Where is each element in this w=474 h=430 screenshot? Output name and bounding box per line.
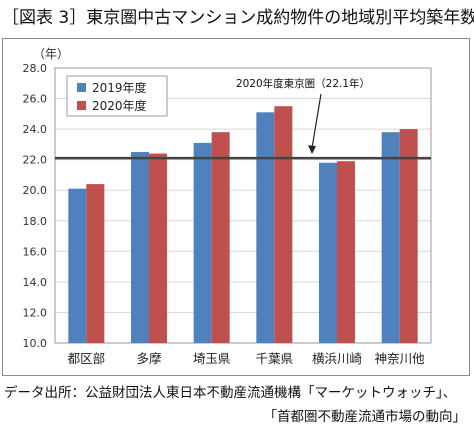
plot-area [54, 67, 432, 344]
legend-swatch-1 [77, 101, 86, 110]
y-tick-label-3: 16.0 [23, 245, 48, 258]
bar-2019-3 [256, 112, 275, 343]
legend-swatch-0 [77, 83, 86, 92]
y-tick-label-6: 22.0 [23, 154, 48, 167]
bar-2019-2 [193, 142, 212, 343]
x-tick-label-3: 千葉県 [256, 351, 294, 366]
bar-2019-0 [68, 188, 87, 343]
reference-arrow-head [308, 145, 316, 155]
x-tick-label-1: 多摩 [136, 351, 162, 366]
x-tick-label-5: 神奈川他 [375, 351, 426, 366]
y-tick-label-0: 10.0 [23, 337, 48, 350]
reference-arrow-shaft [311, 93, 322, 149]
bar-2020-1 [149, 153, 167, 343]
y-axis-unit-label: （年） [33, 47, 69, 61]
y-tick-label-4: 18.0 [23, 215, 48, 228]
y-tick-label-7: 24.0 [23, 123, 48, 136]
bar-2020-0 [86, 184, 105, 343]
bar-2019-5 [381, 132, 400, 343]
y-tick-label-2: 14.0 [23, 276, 48, 289]
chart-frame: 10.0 12.0 14.0 16.0 18.0 20.0 22.0 24.0 26.0 28.0… [2, 38, 470, 376]
legend-label-0: 2019年度 [92, 80, 147, 95]
y-tick-label-5: 20.0 [23, 184, 48, 197]
y-tick-label-1: 12.0 [23, 306, 48, 319]
source-note-line1: データ出所：公益財団法人東日本不動産流通機構「マーケットウォッチ」、 [4, 385, 457, 401]
reference-line-label: 2020年度東京圏（22.1年） [236, 77, 370, 90]
bar-2019-4 [319, 162, 337, 343]
y-tick-label-9: 28.0 [23, 62, 48, 75]
bar-2020-4 [337, 161, 355, 343]
x-tick-label-2: 埼玉県 [193, 351, 231, 366]
bar-2020-2 [211, 132, 230, 343]
bar-2019-1 [131, 152, 149, 343]
bar-chart: 10.0 12.0 14.0 16.0 18.0 20.0 22.0 24.0 26.0 28.0… [23, 47, 432, 366]
bar-2020-3 [274, 106, 293, 343]
source-note-line2: 「首都圏不動産流通市場の動向」 [263, 409, 467, 425]
x-tick-label-4: 横浜川崎 [312, 351, 363, 366]
y-tick-label-8: 26.0 [23, 93, 48, 106]
x-tick-label-0: 都区部 [68, 351, 106, 366]
bar-2020-5 [399, 129, 418, 343]
legend-label-1: 2020年度 [92, 98, 147, 113]
chart-title: ［図表 3］東京圏中古マンション成約物件の地域別平均築年数 [2, 8, 474, 28]
